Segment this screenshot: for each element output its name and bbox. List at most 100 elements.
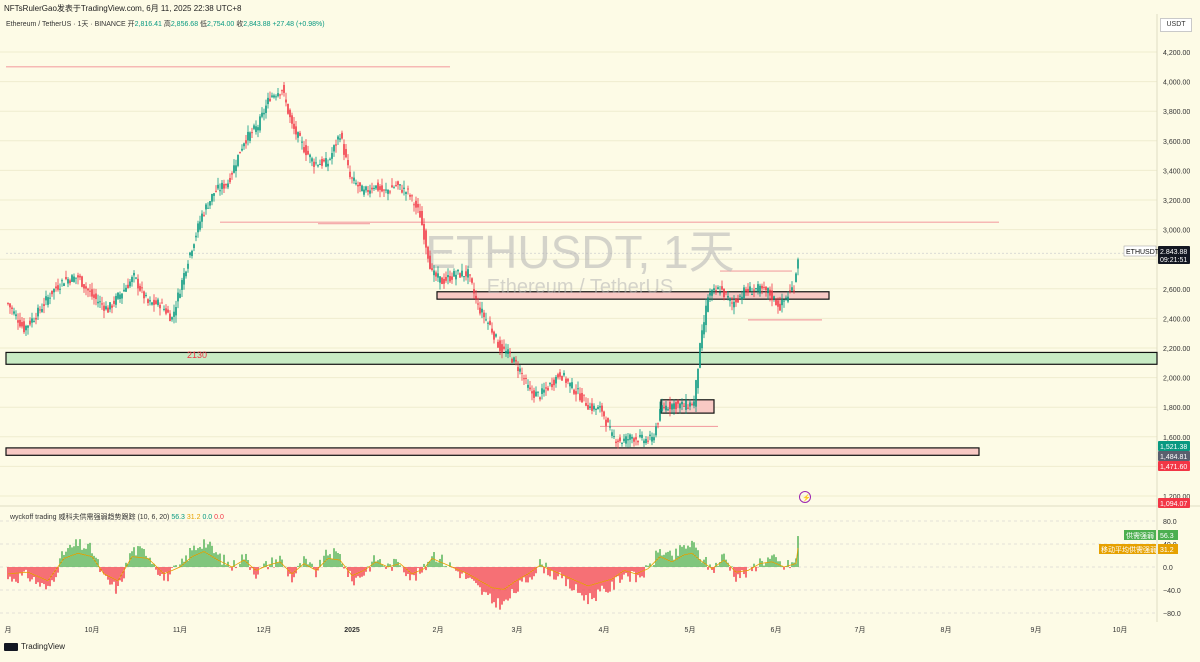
candle-body	[711, 290, 713, 296]
osc-bar	[745, 567, 746, 578]
candle-body	[567, 379, 569, 382]
osc-bar	[437, 562, 438, 567]
candle-body	[273, 95, 275, 97]
candle-body	[385, 190, 387, 191]
candle-body	[449, 276, 451, 281]
osc-bar	[25, 567, 26, 570]
candle-body	[35, 318, 37, 320]
candle-body	[161, 303, 163, 304]
legend-ma: 移动平均供需强弱	[1101, 545, 1157, 554]
candle-body	[275, 96, 277, 97]
osc-bar	[117, 567, 118, 586]
candle-body	[209, 201, 211, 206]
candle-body	[647, 441, 649, 442]
candle-body	[791, 287, 793, 290]
osc-tick-label: −80.0	[1163, 611, 1181, 618]
osc-bar	[187, 561, 188, 567]
candle-body	[307, 151, 309, 155]
osc-bar	[579, 567, 580, 593]
candle-body	[325, 158, 327, 167]
candle-body	[701, 330, 703, 348]
candle-body	[163, 309, 165, 310]
candle-body	[123, 290, 125, 292]
osc-bar	[467, 567, 468, 578]
osc-bar	[231, 567, 232, 571]
candle-body	[27, 326, 29, 328]
candle-body	[441, 278, 443, 284]
candle-body	[491, 329, 493, 333]
osc-bar	[597, 567, 598, 590]
candle-body	[293, 124, 295, 129]
candle-body	[623, 439, 625, 442]
candle-body	[617, 441, 619, 442]
candle-body	[437, 273, 439, 277]
candle-body	[241, 149, 243, 151]
candle-body	[321, 159, 323, 166]
candle-body	[633, 438, 635, 442]
osc-bar	[717, 566, 718, 567]
candle-body	[639, 435, 641, 437]
osc-bar	[731, 566, 732, 567]
candle-body	[467, 269, 469, 277]
osc-bar	[643, 567, 644, 578]
candle-body	[227, 183, 229, 187]
candle-body	[103, 306, 105, 311]
candle-body	[181, 280, 183, 290]
candle-body	[407, 188, 409, 189]
candle-body	[93, 294, 95, 297]
osc-bar	[53, 567, 54, 582]
candle-body	[63, 283, 65, 286]
candle-body	[257, 127, 259, 130]
candle-body	[341, 133, 343, 139]
candle-body	[119, 294, 121, 299]
candle-body	[481, 309, 483, 313]
osc-bar	[79, 539, 80, 567]
osc-bar	[13, 567, 14, 579]
candle-body	[531, 391, 533, 393]
osc-bar	[645, 565, 646, 567]
candle-body	[335, 144, 337, 145]
candle-body	[375, 185, 377, 188]
osc-bar	[311, 564, 312, 567]
candle-body	[359, 182, 361, 186]
candle-body	[369, 190, 371, 193]
osc-bar	[647, 566, 648, 567]
candle-body	[653, 437, 655, 440]
candle-body	[529, 388, 531, 390]
candle-body	[439, 276, 441, 282]
osc-bar	[475, 567, 476, 583]
candle-body	[71, 275, 73, 282]
candle-body	[383, 190, 385, 191]
candle-body	[503, 347, 505, 349]
currency-button[interactable]: USDT	[1160, 18, 1192, 32]
osc-bar	[173, 566, 174, 567]
osc-bar	[765, 563, 766, 567]
osc-bar	[575, 567, 576, 584]
candle-body	[541, 388, 543, 394]
osc-bar	[443, 566, 444, 567]
candle-body	[443, 279, 445, 284]
candle-body	[593, 406, 595, 410]
osc-bar	[771, 555, 772, 567]
candle-body	[17, 320, 19, 323]
candle-body	[611, 432, 613, 436]
osc-bar	[681, 547, 682, 567]
candle-body	[317, 165, 319, 166]
candle-body	[695, 380, 697, 407]
indicator-info[interactable]: wyckoff trading 威科夫供需强弱趋势跟踪 (10, 6, 20) …	[10, 512, 224, 522]
candle-body	[767, 288, 769, 293]
candle-body	[677, 401, 679, 404]
candle-body	[345, 149, 347, 157]
candle-body	[263, 113, 265, 115]
candle-body	[733, 302, 735, 307]
osc-bar	[601, 567, 602, 586]
osc-bar	[347, 567, 348, 577]
price-tag-1: 1,521.38	[1160, 444, 1187, 451]
candle-body	[789, 290, 791, 291]
osc-bar	[431, 556, 432, 567]
osc-bar	[675, 549, 676, 567]
candle-body	[367, 190, 369, 192]
footer-brand[interactable]: TradingView	[4, 642, 65, 651]
